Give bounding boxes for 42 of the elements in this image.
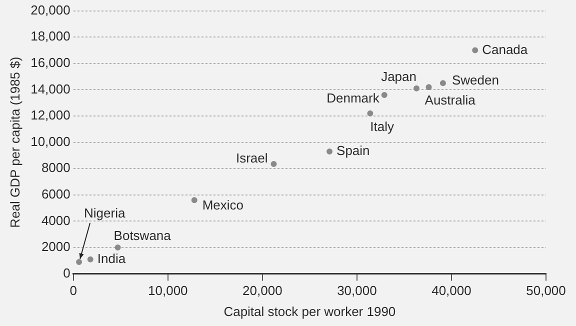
annotation: Israel <box>236 150 268 166</box>
y-tick-label: 12,000 <box>30 108 70 123</box>
y-tick-label: 4000 <box>41 212 70 228</box>
x-axis-title: Capital stock per worker 1990 <box>224 304 396 319</box>
x-tick-label: 50,000 <box>526 283 566 298</box>
annotation: Spain <box>336 143 370 158</box>
annotation: Denmark <box>326 90 380 106</box>
annotation: Japan <box>381 68 416 84</box>
y-axis-title: Real GDP per capita (1985 $) <box>7 56 22 228</box>
x-tick-label: 40,000 <box>432 283 472 298</box>
y-tick-label: 2000 <box>41 239 70 254</box>
y-tick-label: 20,000 <box>30 2 70 18</box>
annotation: Botswana <box>114 228 172 244</box>
point <box>413 85 420 92</box>
x-tick-label: 10,000 <box>148 283 188 298</box>
point <box>440 80 446 86</box>
y-tick-label: 0 <box>63 265 70 280</box>
point <box>76 258 82 265</box>
y-tick-label: 16,000 <box>30 54 70 70</box>
point <box>367 110 374 116</box>
point <box>191 197 198 204</box>
annotation: Nigeria <box>84 206 126 221</box>
point <box>426 84 432 90</box>
annotation: Australia <box>424 92 476 108</box>
x-tick-label: 20,000 <box>242 283 282 298</box>
point <box>381 92 388 98</box>
y-tick-label: 8000 <box>41 160 70 176</box>
point <box>114 244 121 250</box>
point <box>326 148 333 155</box>
annotation: Italy <box>370 118 395 134</box>
y-tick-label: 6000 <box>41 186 70 202</box>
annotation: Canada <box>482 42 528 57</box>
annotation: India <box>97 250 126 266</box>
annotation: Mexico <box>202 198 244 213</box>
y-tick-label: 18,000 <box>30 28 70 44</box>
x-tick-label: 30,000 <box>337 283 377 298</box>
y-tick-label: 14,000 <box>30 81 70 96</box>
point <box>87 256 94 262</box>
point <box>472 47 478 54</box>
point <box>270 161 277 167</box>
y-tick-label: 10,000 <box>30 134 70 149</box>
annotation: Sweden <box>452 72 499 88</box>
